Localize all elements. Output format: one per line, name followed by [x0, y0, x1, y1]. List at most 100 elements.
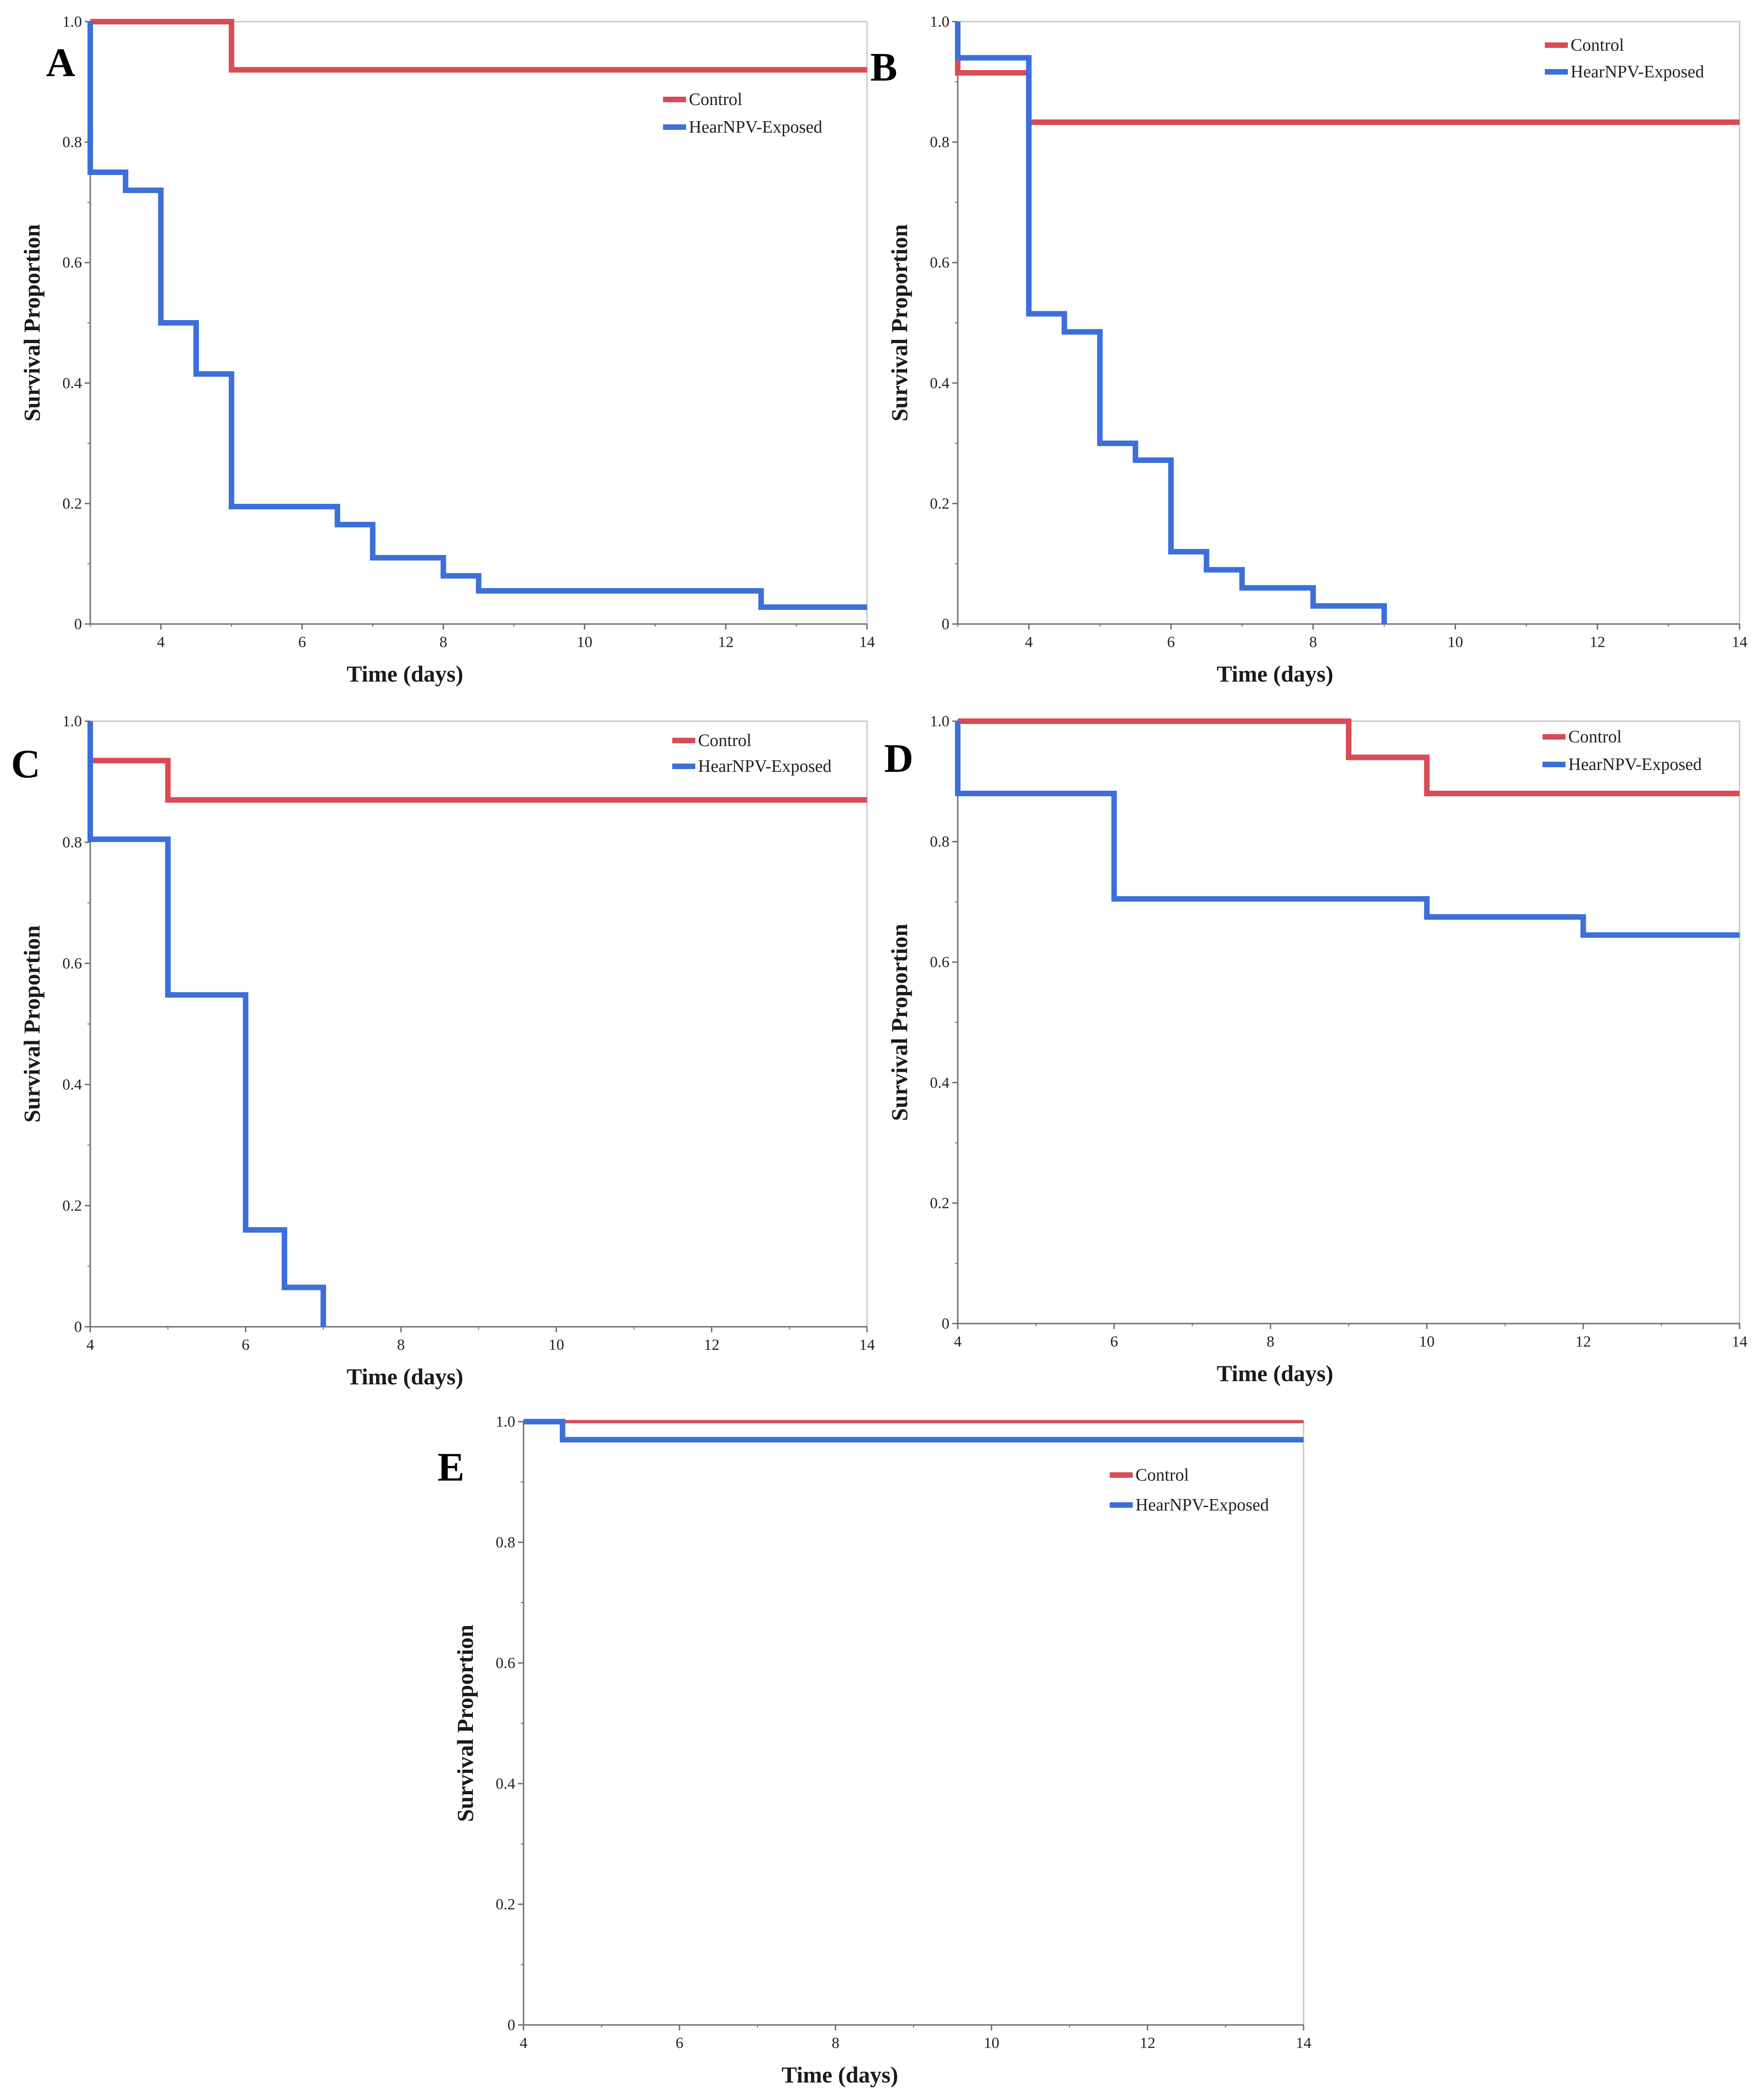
chart-panel-b: 0 0.2 0.4 0.6 0.8 1.0 4 6 8 10 12 14 Time (days) Surv…: [870, 13, 1747, 687]
x-tick-label: 6: [675, 2035, 683, 2052]
y-tick-label: 0.8: [930, 834, 950, 851]
x-tick-label: 12: [704, 1336, 720, 1353]
y-tick-label: 1.0: [930, 13, 950, 30]
y-tick-label: 0.4: [496, 1775, 516, 1792]
x-tick-label: 8: [1267, 1333, 1275, 1350]
legend-label: HearNPV-Exposed: [1135, 1495, 1269, 1515]
panel-letter: C: [11, 742, 41, 787]
y-axis-title: Survival Proportion: [886, 224, 912, 421]
x-tick-label: 14: [1732, 634, 1747, 651]
y-axis-title: Survival Proportion: [19, 224, 45, 421]
plot-frame: [957, 720, 1741, 1324]
x-tick-label: 8: [832, 2035, 839, 2052]
y-tick-label: 0.8: [496, 1534, 516, 1551]
x-tick-label: 8: [397, 1336, 405, 1353]
x-tick-label: 6: [1167, 634, 1175, 651]
y-axis-title: Survival Proportion: [19, 925, 45, 1122]
y-tick-label: 0.6: [496, 1655, 516, 1672]
x-axis-title: Time (days): [347, 1364, 463, 1389]
chart-panel-a: 0 0.2 0.4 0.6 0.8 1.0 4 6 8 10 12 14 Time (days) Surv…: [19, 13, 875, 687]
x-tick-label: 10: [1448, 634, 1463, 651]
x-tick-label: 10: [548, 1336, 564, 1353]
legend-label: HearNPV-Exposed: [1571, 62, 1704, 82]
series-line-hearnpv-exposed: [87, 22, 867, 610]
y-tick-label: 0.4: [930, 375, 950, 392]
y-tick-label: 0.8: [63, 834, 82, 851]
x-tick-label: 6: [242, 1336, 250, 1353]
plot-frame: [957, 21, 1741, 625]
x-tick-label: 4: [157, 634, 165, 651]
series-line-control: [90, 19, 867, 73]
x-tick-label: 12: [1589, 634, 1605, 651]
y-tick-label: 0.8: [930, 134, 950, 151]
y-tick-label: 0.4: [930, 1074, 950, 1091]
y-tick-label: 0.6: [63, 955, 82, 972]
chart-panel-c: 0 0.2 0.4 0.6 0.8 1.0 4 6 8 10 12 14 Time (days) Surv…: [11, 713, 875, 1389]
y-tick-label: 0: [942, 616, 949, 633]
y-tick-label: 0.6: [930, 954, 950, 971]
y-tick-label: 0: [74, 616, 82, 633]
x-tick-label: 14: [859, 1336, 875, 1353]
x-axis-title: Time (days): [347, 661, 463, 687]
legend-label: Control: [1135, 1465, 1189, 1485]
x-tick-label: 14: [1296, 2035, 1311, 2052]
legend-label: HearNPV-Exposed: [698, 757, 832, 776]
series-line-hearnpv-exposed: [955, 721, 1740, 938]
y-tick-label: 0.4: [63, 375, 82, 392]
y-tick-label: 0.2: [930, 1195, 950, 1212]
chart-panel-d: 0 0.2 0.4 0.6 0.8 1.0 4 6 8 10 12 14 Time (days) Surv…: [884, 713, 1747, 1386]
panel-letter: B: [870, 45, 897, 90]
series-line-control: [958, 718, 1740, 796]
x-tick-label: 10: [984, 2035, 999, 2052]
x-tick-label: 10: [1419, 1333, 1435, 1350]
y-tick-label: 1.0: [63, 713, 82, 730]
x-tick-label: 8: [439, 634, 447, 651]
series-line-hearnpv-exposed: [955, 22, 1387, 624]
legend-label: Control: [1571, 35, 1624, 55]
y-axis-title: Survival Proportion: [886, 924, 912, 1121]
panel-letter: A: [46, 41, 76, 85]
x-tick-label: 4: [954, 1333, 962, 1350]
x-tick-label: 8: [1309, 634, 1317, 651]
plot-frame: [89, 21, 868, 625]
panel-letter: D: [884, 736, 914, 781]
y-tick-label: 0.2: [63, 1197, 82, 1214]
x-tick-label: 6: [298, 634, 306, 651]
x-tick-label: 12: [718, 634, 733, 651]
y-tick-label: 0: [74, 1318, 82, 1336]
x-axis-title: Time (days): [1217, 661, 1333, 687]
x-axis-title: Time (days): [1217, 1360, 1333, 1386]
y-tick-label: 0.8: [63, 134, 82, 151]
plot-frame: [89, 720, 868, 1328]
x-axis-title: Time (days): [781, 2062, 898, 2088]
x-tick-label: 4: [87, 1336, 94, 1353]
legend-label: Control: [1568, 727, 1622, 747]
series-line-hearnpv-exposed: [524, 1419, 1304, 1443]
y-tick-label: 1.0: [496, 1413, 516, 1430]
y-axis-title: Survival Proportion: [452, 1625, 478, 1822]
x-tick-label: 4: [1025, 634, 1033, 651]
chart-panel-e: 0 0.2 0.4 0.6 0.8 1.0 4 6 8 10 12 14 Time (days) Surv…: [437, 1413, 1311, 2088]
y-tick-label: 0.2: [930, 495, 950, 512]
y-tick-label: 0.2: [63, 495, 82, 512]
y-tick-label: 1.0: [63, 13, 82, 30]
y-tick-label: 0: [942, 1315, 949, 1332]
x-tick-label: 14: [1732, 1333, 1747, 1350]
x-tick-label: 4: [520, 2035, 528, 2052]
y-tick-label: 0.4: [63, 1076, 82, 1093]
y-tick-label: 0: [507, 2017, 515, 2034]
x-tick-label: 10: [577, 634, 593, 651]
x-tick-label: 12: [1575, 1333, 1591, 1350]
y-tick-label: 0.2: [496, 1896, 516, 1913]
x-tick-label: 6: [1110, 1333, 1118, 1350]
x-tick-label: 12: [1140, 2035, 1155, 2052]
legend-label: Control: [689, 90, 742, 109]
y-tick-label: 0.6: [63, 254, 82, 271]
y-tick-label: 0.6: [930, 254, 950, 271]
x-tick-label: 14: [859, 634, 875, 651]
legend-label: HearNPV-Exposed: [689, 117, 822, 137]
series-line-hearnpv-exposed: [87, 721, 326, 1327]
legend-label: HearNPV-Exposed: [1568, 755, 1702, 774]
y-tick-label: 1.0: [930, 713, 950, 730]
